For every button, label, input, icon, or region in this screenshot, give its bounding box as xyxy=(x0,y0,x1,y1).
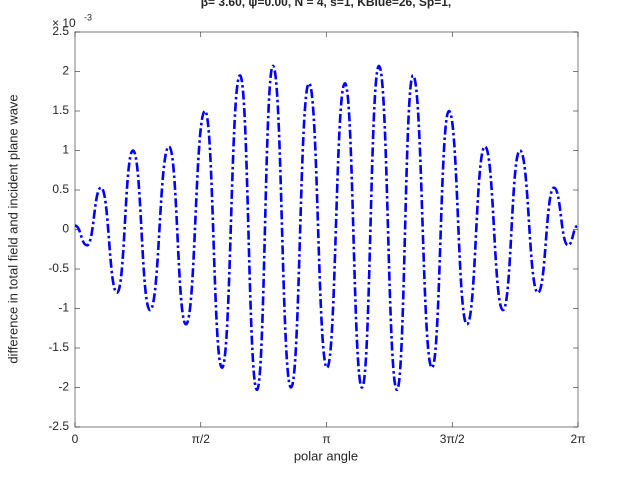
y-tick-label: 2.5 xyxy=(52,24,69,38)
data-line xyxy=(74,64,579,392)
x-tick-label: π xyxy=(322,432,330,446)
y-tick-label: -2 xyxy=(58,380,69,394)
y-tick-label: -1.5 xyxy=(48,340,69,354)
y-axis-label: difference in total field and incident p… xyxy=(5,94,20,363)
y-tick-label: 1 xyxy=(62,143,69,157)
y-multiplier: × 10 xyxy=(52,16,76,30)
x-tick-label: 3π/2 xyxy=(440,432,465,446)
y-tick-label: 2 xyxy=(62,64,69,78)
y-tick-label: -2.5 xyxy=(48,419,69,433)
x-tick-label: 2π xyxy=(571,432,586,446)
chart-title: β= 3.60, ψ=0.00, N = 4, s=1, KBlue=26, S… xyxy=(201,0,452,9)
x-axis-label: polar angle xyxy=(294,448,358,463)
y-multiplier-exponent: -3 xyxy=(84,12,92,22)
x-tick-label: π/2 xyxy=(192,432,211,446)
y-tick-label: -1 xyxy=(58,301,69,315)
x-tick-label: 0 xyxy=(72,432,79,446)
y-tick-label: -0.5 xyxy=(48,261,69,275)
y-tick-label: 1.5 xyxy=(52,103,69,117)
plot-box xyxy=(74,31,579,428)
y-tick-label: 0 xyxy=(62,222,69,236)
y-tick-label: 0.5 xyxy=(52,182,69,196)
